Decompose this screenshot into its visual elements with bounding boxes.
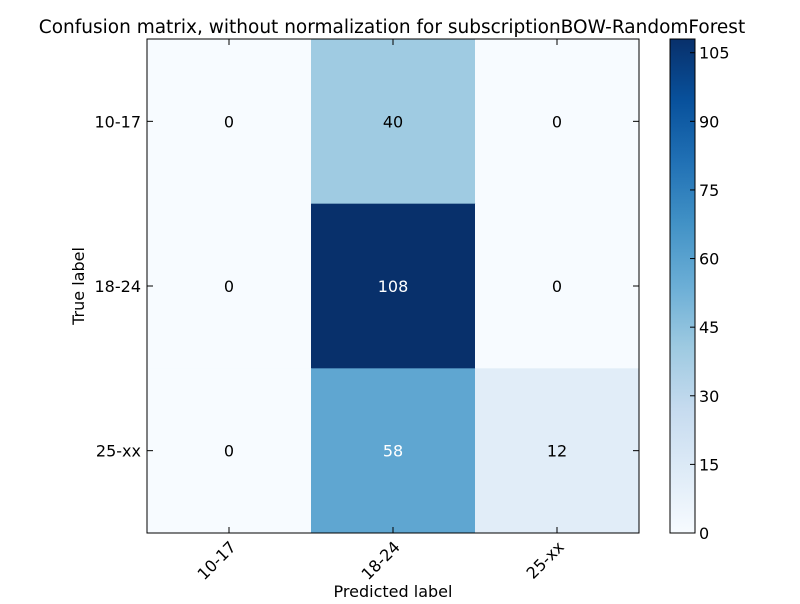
heatmap-cell (147, 368, 312, 534)
heatmap-cell (147, 203, 312, 369)
x-tick-label: 18-24 (358, 537, 404, 583)
colorbar-tick-label: 45 (699, 318, 719, 337)
y-tick-label: 25-xx (96, 442, 141, 461)
colorbar-tick-label: 60 (699, 250, 719, 269)
heatmap-cells (147, 39, 640, 534)
colorbar-tick-label: 15 (699, 455, 719, 474)
heatmap-cell (475, 203, 640, 369)
y-tick-label: 10-17 (95, 112, 142, 131)
cell-value-label: 58 (383, 442, 403, 461)
y-axis: 10-17 18-24 25-xx (95, 112, 639, 461)
cell-value-label: 0 (224, 112, 234, 131)
chart-title: Confusion matrix, without normalization … (39, 17, 745, 38)
colorbar-tick-label: 90 (699, 112, 719, 131)
colorbar-tick-label: 105 (699, 44, 730, 63)
x-axis-label: Predicted label (334, 582, 453, 600)
heatmap-cell (311, 203, 476, 369)
x-tick-label: 25-xx (523, 537, 568, 582)
colorbar-tick-label: 30 (699, 387, 719, 406)
heatmap-cell (311, 368, 476, 534)
heatmap-cell (147, 39, 312, 205)
cell-value-label: 0 (552, 112, 562, 131)
heatmap-cell (475, 368, 640, 534)
heatmap-cell (475, 39, 640, 205)
heatmap-cell-labels: 0 40 0 0 108 0 0 58 12 (224, 112, 567, 460)
colorbar-ticks: 0 15 30 45 60 75 90 105 (690, 44, 730, 543)
colorbar-gradient (669, 38, 696, 534)
cell-value-label: 108 (378, 277, 409, 296)
heatmap-cell (311, 39, 476, 205)
cell-value-label: 40 (383, 112, 403, 131)
colorbar-tick-label: 0 (699, 524, 709, 543)
cell-value-label: 0 (224, 277, 234, 296)
cell-value-label: 0 (552, 277, 562, 296)
cell-value-label: 0 (224, 442, 234, 461)
colorbar: 0 15 30 45 60 75 90 105 (669, 38, 730, 543)
colorbar-tick-label: 75 (699, 181, 719, 200)
y-tick-label: 18-24 (95, 277, 142, 296)
x-tick-label: 10-17 (194, 537, 240, 583)
cell-value-label: 12 (547, 442, 567, 461)
y-axis-label: True label (69, 247, 88, 326)
